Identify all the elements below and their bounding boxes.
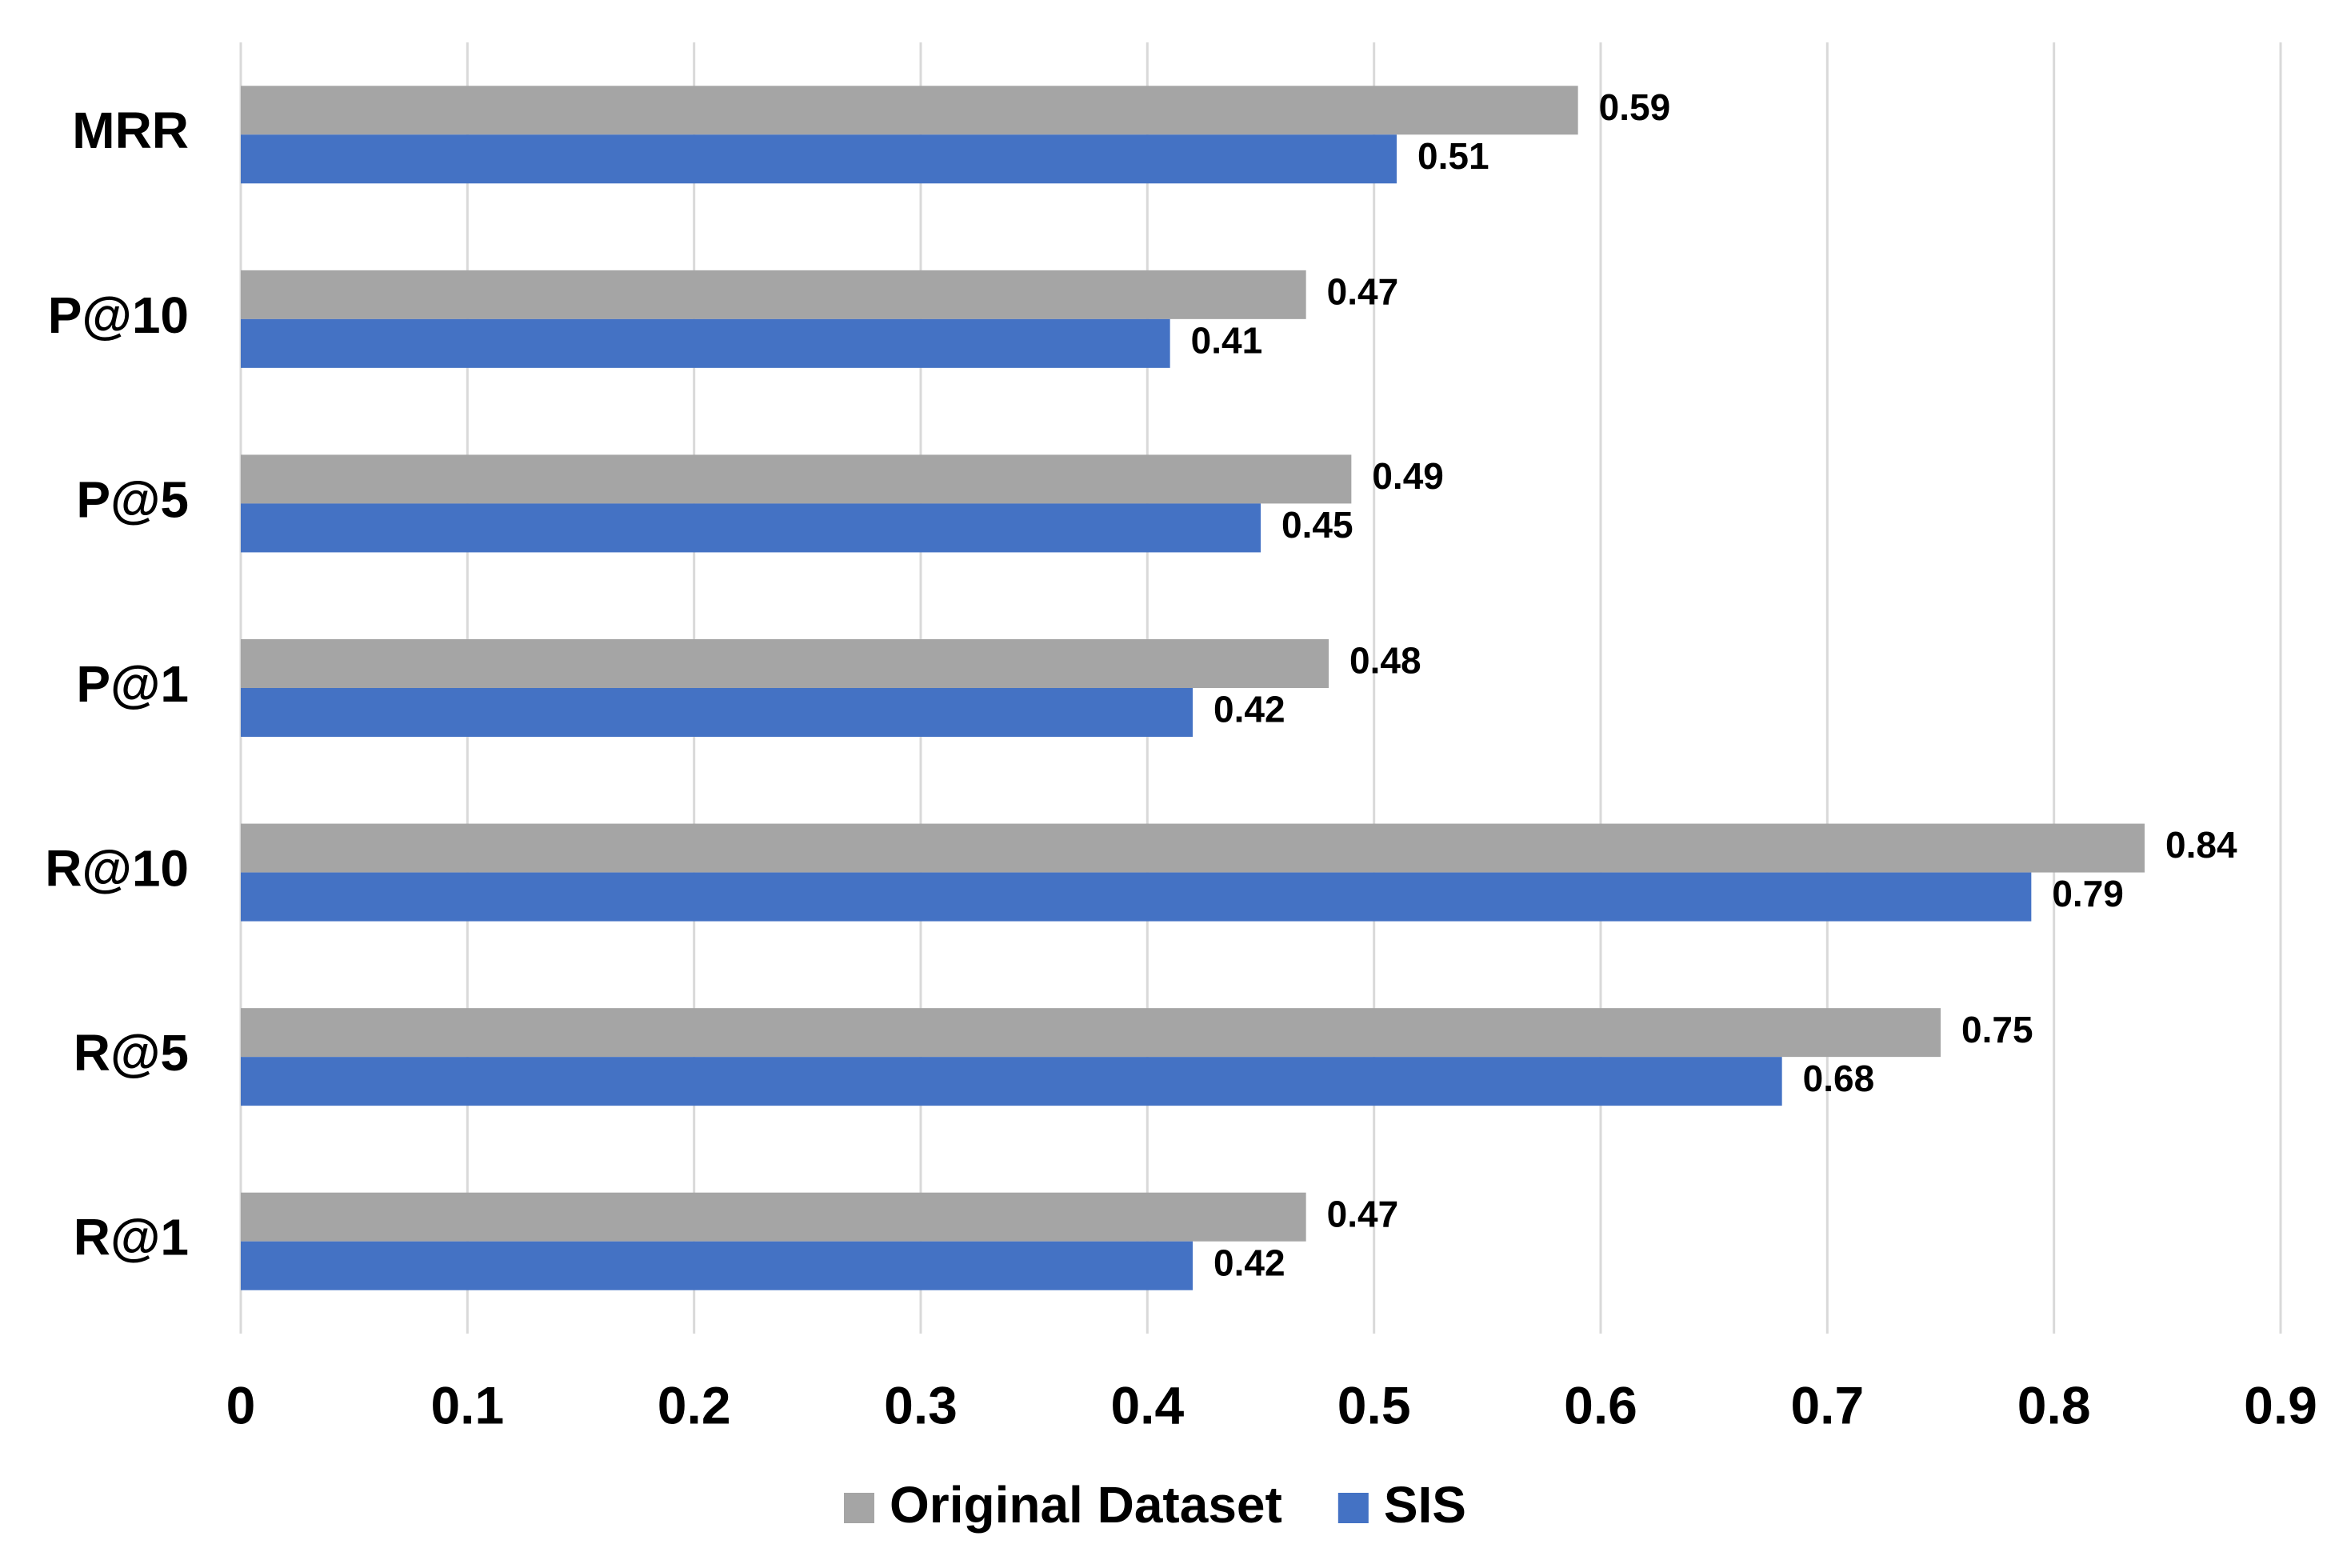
value-label: 0.42 xyxy=(1213,1242,1285,1283)
value-label: 0.49 xyxy=(1372,455,1444,497)
category-label: R@1 xyxy=(74,1209,189,1266)
value-label: 0.47 xyxy=(1327,1193,1399,1234)
bar xyxy=(241,270,1306,319)
x-tick-label: 0.9 xyxy=(2244,1375,2317,1434)
bar xyxy=(241,872,2032,922)
bar xyxy=(241,1241,1193,1290)
category-label: R@10 xyxy=(45,839,189,897)
category-label: P@1 xyxy=(76,655,189,713)
category-label: MRR xyxy=(72,102,189,159)
legend-swatch xyxy=(844,1493,874,1523)
x-tick-label: 0.3 xyxy=(884,1375,958,1434)
bar xyxy=(241,503,1261,553)
value-label: 0.75 xyxy=(1961,1009,2033,1050)
value-label: 0.45 xyxy=(1281,504,1353,546)
bar xyxy=(241,639,1329,688)
bar xyxy=(241,1008,1941,1058)
bar xyxy=(241,86,1578,135)
value-label: 0.79 xyxy=(2052,873,2124,914)
x-tick-label: 0.7 xyxy=(1790,1375,1864,1434)
x-tick-label: 0.8 xyxy=(2017,1375,2091,1434)
value-label: 0.51 xyxy=(1417,135,1489,177)
legend-label: SIS xyxy=(1384,1476,1466,1534)
x-tick-label: 0.4 xyxy=(1110,1375,1184,1434)
x-tick-label: 0 xyxy=(226,1375,256,1434)
x-tick-label: 0.6 xyxy=(1564,1375,1637,1434)
value-label: 0.41 xyxy=(1191,320,1263,362)
bar xyxy=(241,1057,1782,1106)
bar xyxy=(241,318,1170,368)
bar xyxy=(241,454,1352,504)
x-tick-label: 0.2 xyxy=(658,1375,731,1434)
legend-swatch xyxy=(1337,1493,1369,1523)
value-label: 0.47 xyxy=(1327,271,1399,313)
category-label: P@10 xyxy=(48,286,189,344)
bar xyxy=(241,1192,1306,1242)
category-label: R@5 xyxy=(74,1024,189,1082)
bar xyxy=(241,134,1397,184)
bar xyxy=(241,823,2145,873)
x-tick-label: 0.1 xyxy=(430,1375,504,1434)
legend-label: Original Dataset xyxy=(890,1476,1282,1534)
value-label: 0.48 xyxy=(1349,640,1421,682)
value-label: 0.42 xyxy=(1213,689,1285,730)
value-label: 0.68 xyxy=(1803,1058,1875,1099)
bar xyxy=(241,688,1193,737)
value-label: 0.84 xyxy=(2165,824,2237,866)
value-label: 0.59 xyxy=(1599,86,1671,128)
x-tick-label: 0.5 xyxy=(1337,1375,1411,1434)
category-label: P@5 xyxy=(76,470,189,528)
